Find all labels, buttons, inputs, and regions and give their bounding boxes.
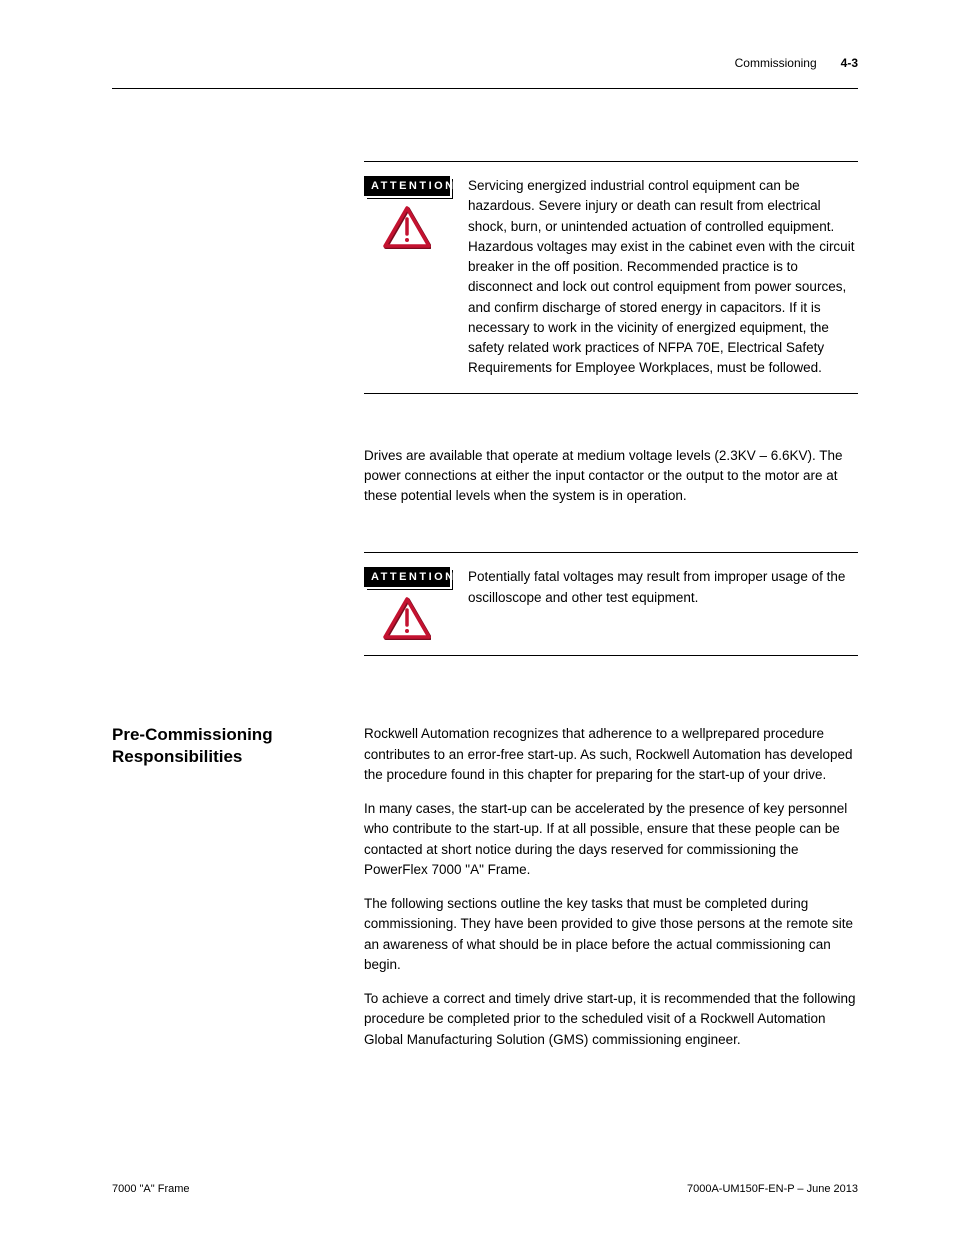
header-rule: [112, 88, 858, 89]
rule: [364, 161, 858, 162]
warning-triangle-icon: [383, 206, 431, 250]
footer-right: 7000A-UM150F-EN-P – June 2013: [687, 1183, 858, 1195]
header-page-number: 4-3: [841, 56, 858, 70]
attention-text-1: Servicing energized industrial control e…: [468, 176, 858, 379]
rule: [364, 655, 858, 656]
rule: [364, 552, 858, 553]
body-paragraph: To achieve a correct and timely drive st…: [364, 989, 858, 1050]
attention-badge: ATTENTION: [364, 176, 450, 196]
attention-badge: ATTENTION: [364, 567, 450, 587]
body-paragraph: Rockwell Automation recognizes that adhe…: [364, 724, 858, 785]
footer-left: 7000 "A" Frame: [112, 1183, 190, 1195]
body-paragraph: Drives are available that operate at med…: [364, 446, 858, 507]
body-paragraph: In many cases, the start-up can be accel…: [364, 799, 858, 880]
section-heading: Pre-Commissioning Responsibilities: [112, 724, 364, 767]
warning-triangle-icon: [383, 597, 431, 641]
attention-text-2: Potentially fatal voltages may result fr…: [468, 567, 858, 608]
body-paragraph: The following sections outline the key t…: [364, 894, 858, 975]
rule: [364, 393, 858, 394]
header-title: Commissioning: [735, 56, 817, 70]
